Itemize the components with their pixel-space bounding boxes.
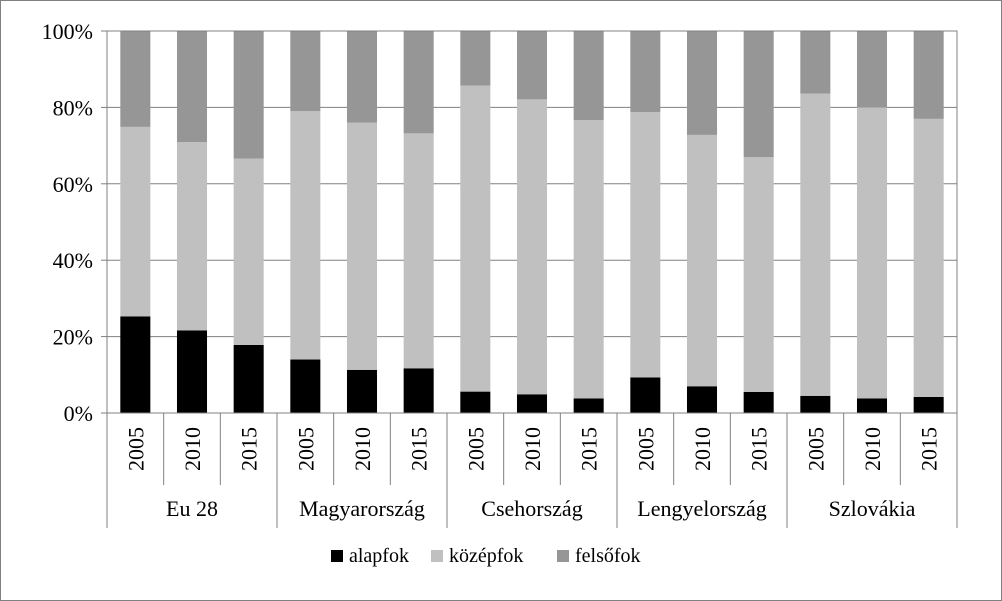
bar-alapfok — [743, 391, 774, 413]
x-group-label: Csehország — [481, 496, 582, 521]
legend: alapfok középfok felsőfok — [331, 545, 641, 567]
bar-középfok — [403, 133, 434, 369]
bar-alapfok — [290, 359, 321, 413]
bar-középfok — [573, 120, 604, 399]
x-tick-label-year: 2015 — [917, 427, 942, 471]
bar-felsőfok — [800, 31, 831, 94]
bar-felsőfok — [913, 31, 944, 119]
legend-swatch — [331, 550, 343, 562]
x-tick-label-year: 2005 — [463, 427, 488, 471]
x-tick-label-year: 2010 — [860, 427, 885, 471]
x-group-label: Magyarország — [299, 496, 425, 521]
bar-középfok — [120, 126, 151, 317]
y-tick-label: 0% — [64, 401, 93, 426]
bar-alapfok — [120, 316, 151, 413]
x-group-label: Szlovákia — [829, 496, 916, 521]
bar-középfok — [233, 158, 264, 346]
bar-felsőfok — [176, 31, 208, 143]
bar-középfok — [913, 118, 944, 397]
bar-középfok — [743, 157, 774, 392]
x-tick-label-year: 2010 — [520, 427, 545, 471]
legend-swatch — [431, 550, 443, 562]
axes — [101, 30, 958, 528]
bar-középfok — [516, 99, 548, 395]
bar-alapfok — [800, 395, 831, 413]
bar-középfok — [176, 142, 208, 331]
x-tick-label-year: 2005 — [123, 427, 148, 471]
bar-alapfok — [516, 394, 548, 413]
y-tick-label: 60% — [53, 172, 93, 197]
y-tick-label: 100% — [42, 19, 93, 44]
bar-alapfok — [630, 377, 661, 413]
y-tick-label: 40% — [53, 248, 93, 273]
x-group-label: Lengyelország — [637, 496, 767, 521]
bar-felsőfok — [346, 31, 378, 123]
bar-középfok — [800, 93, 831, 396]
axis-labels: 0% 20% 40% 60% 80% 100% 2005 2010 2015 2005 2010 20… — [42, 19, 942, 521]
x-tick-label-year: 2010 — [690, 427, 715, 471]
bar-középfok — [630, 111, 661, 378]
x-group-label: Eu 28 — [166, 496, 218, 521]
x-tick-label-year: 2015 — [747, 427, 772, 471]
x-tick-label-year: 2005 — [293, 427, 318, 471]
bar-felsőfok — [573, 31, 604, 121]
x-tick-label-year: 2010 — [180, 427, 205, 471]
bar-alapfok — [176, 330, 208, 413]
x-tick-label-year: 2015 — [407, 427, 432, 471]
legend-label: alapfok — [349, 545, 409, 567]
bar-középfok — [856, 107, 888, 399]
x-tick-label-year: 2015 — [577, 427, 602, 471]
bar-felsőfok — [686, 31, 718, 135]
x-tick-label-year: 2010 — [350, 427, 375, 471]
x-tick-label-year: 2015 — [237, 427, 262, 471]
bars — [120, 31, 944, 413]
bar-alapfok — [686, 386, 718, 413]
bar-középfok — [460, 85, 491, 392]
bar-középfok — [290, 111, 321, 360]
legend-label: felsőfok — [575, 545, 641, 567]
legend-swatch — [557, 550, 569, 562]
bar-felsőfok — [233, 31, 264, 159]
bar-alapfok — [403, 368, 434, 413]
bar-felsőfok — [630, 31, 661, 112]
y-tick-label: 80% — [53, 95, 93, 120]
bar-alapfok — [460, 391, 491, 413]
plot-area-frame — [106, 30, 958, 414]
bar-felsőfok — [403, 31, 434, 134]
bar-alapfok — [913, 396, 944, 413]
bar-alapfok — [856, 398, 888, 413]
bar-középfok — [686, 134, 718, 387]
bar-felsőfok — [743, 31, 774, 158]
bar-felsőfok — [516, 31, 548, 100]
legend-label: középfok — [449, 545, 523, 567]
x-tick-label-year: 2005 — [633, 427, 658, 471]
bar-felsőfok — [856, 31, 888, 108]
y-tick-label: 20% — [53, 325, 93, 350]
x-tick-label-year: 2005 — [803, 427, 828, 471]
bar-alapfok — [573, 398, 604, 413]
bar-felsőfok — [120, 31, 151, 127]
bar-felsőfok — [290, 31, 321, 112]
bar-alapfok — [233, 345, 264, 413]
bar-felsőfok — [460, 31, 491, 86]
bar-alapfok — [346, 369, 378, 413]
bar-középfok — [346, 122, 378, 370]
